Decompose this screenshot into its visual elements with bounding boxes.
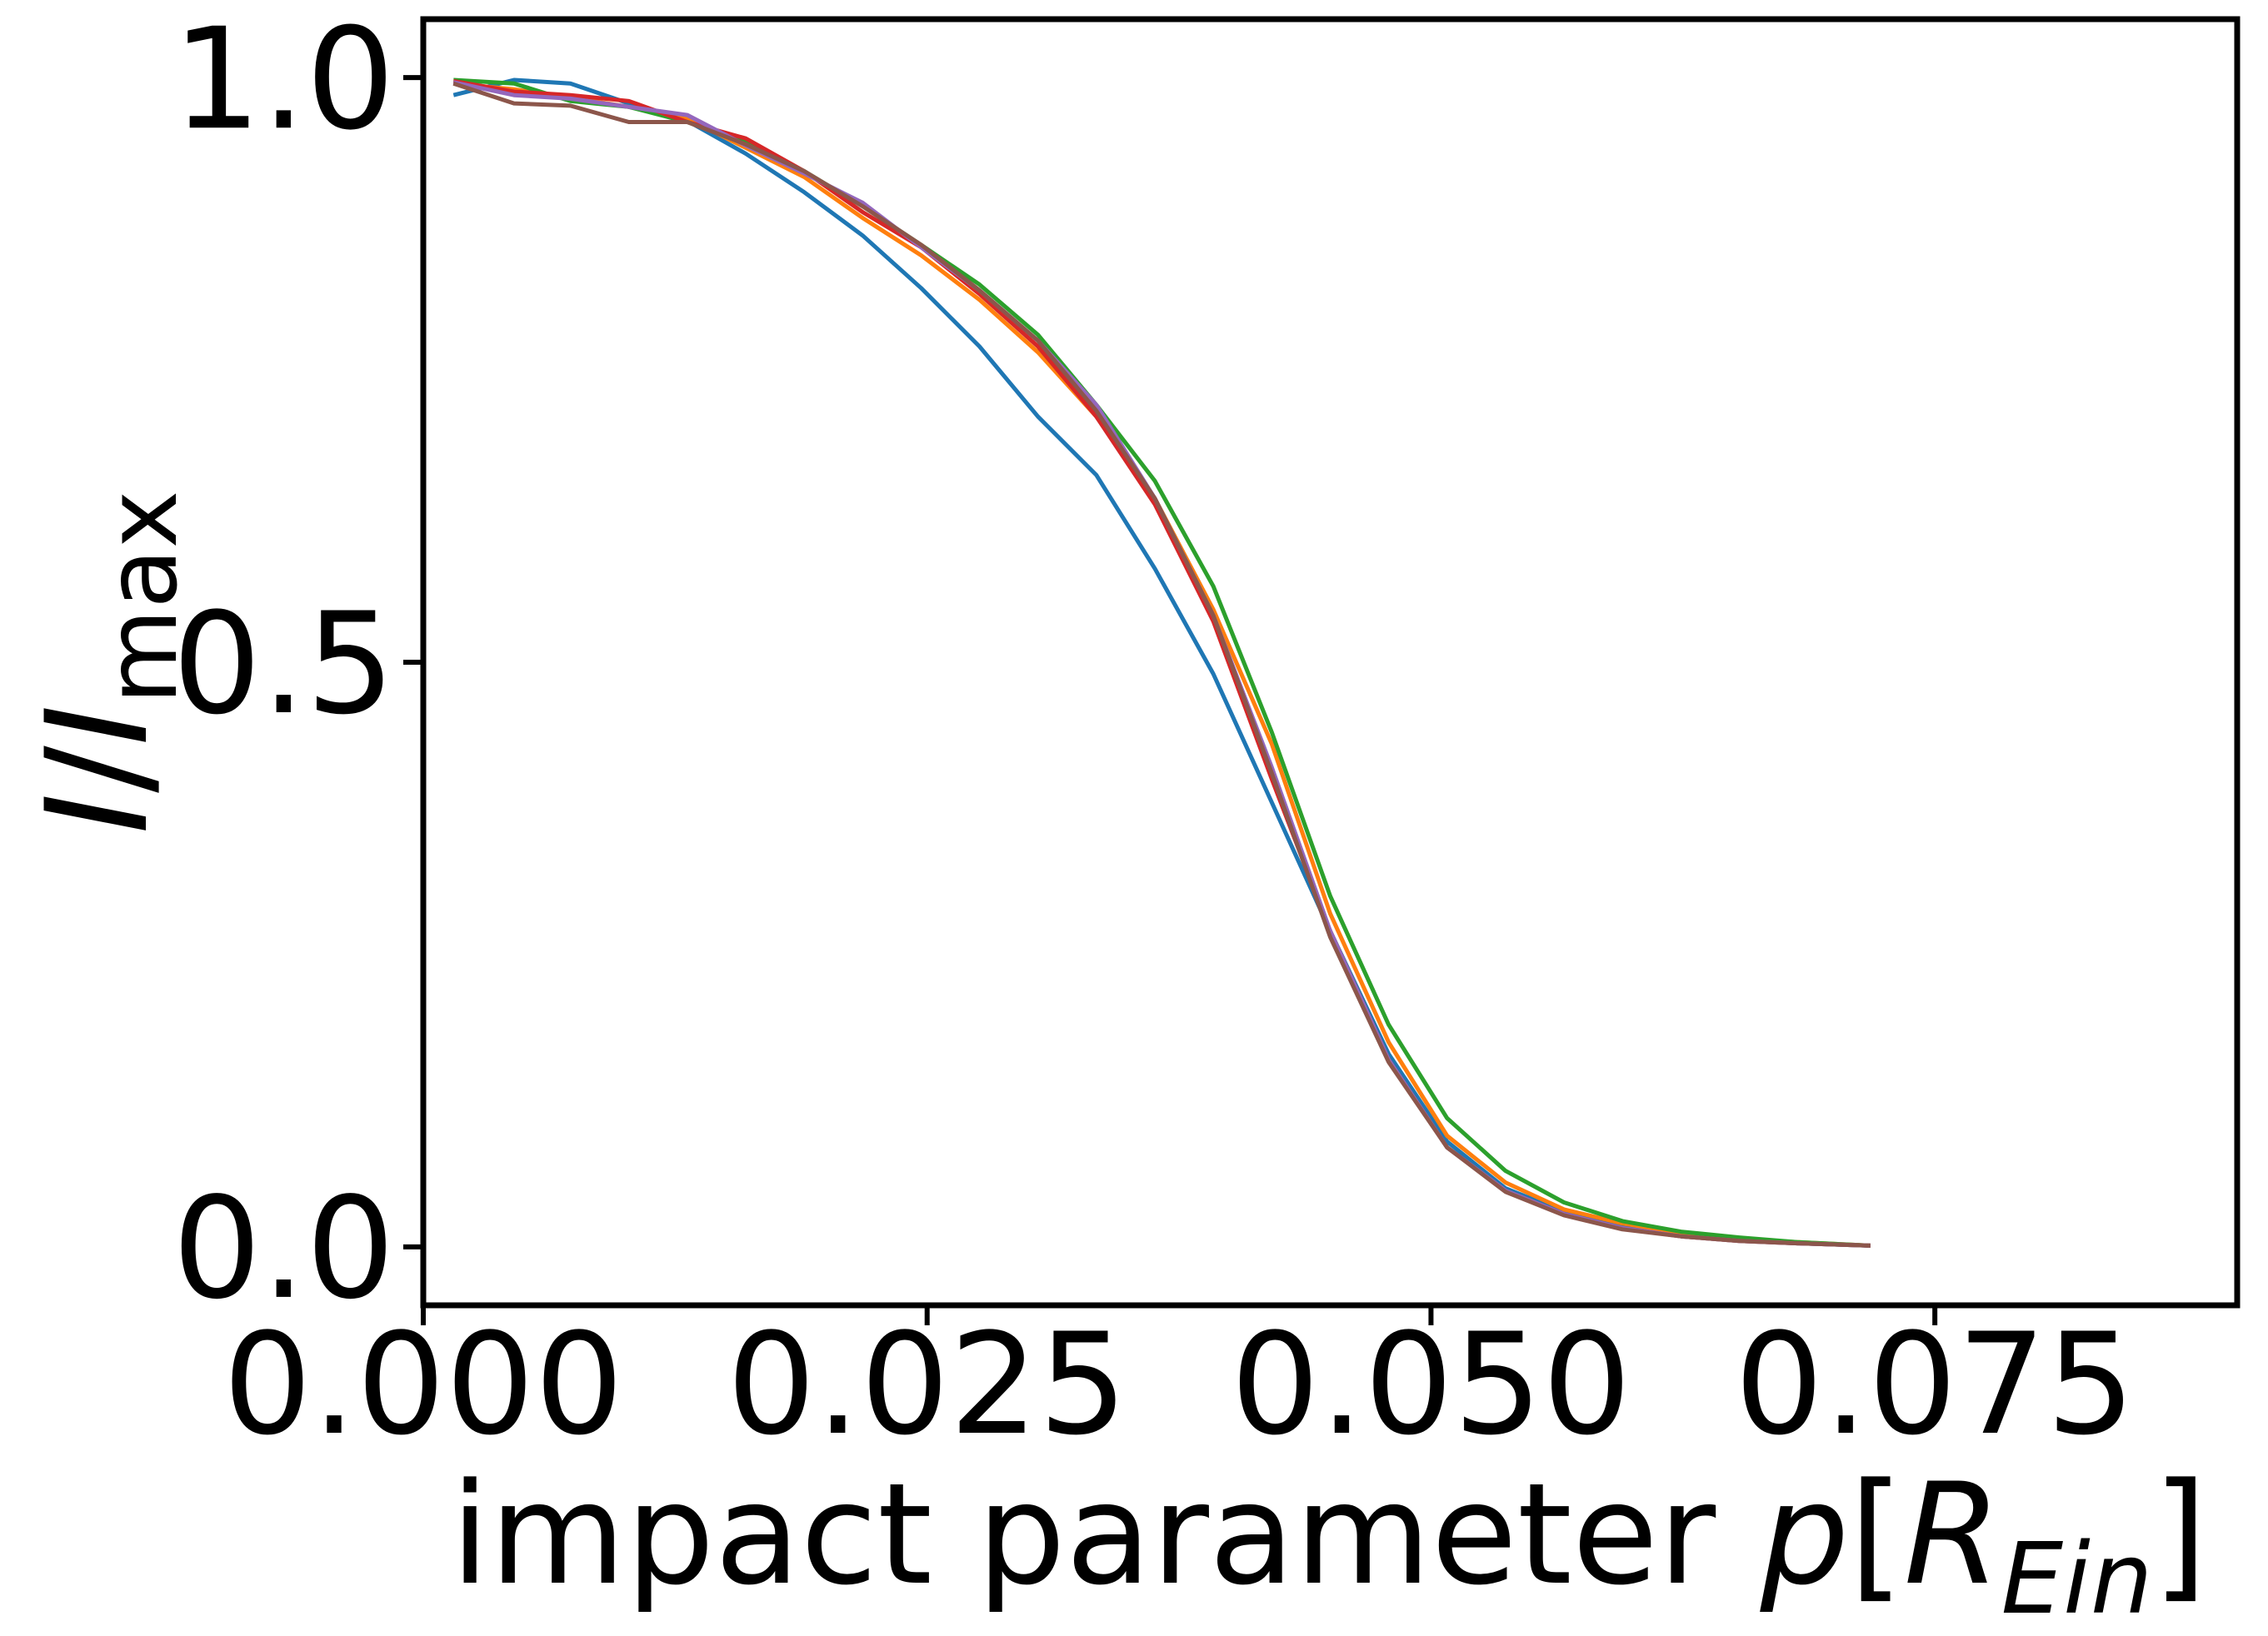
x-axis-label: impact parameter p[REin] — [451, 1453, 2208, 1636]
x-tick-label-1: 0.025 — [727, 1303, 1127, 1466]
x-axis-label-unit-subscript: Ein — [2001, 1521, 2153, 1636]
x-axis-label-unit: R — [1904, 1453, 2001, 1616]
x-axis-label-text: impact parameter — [451, 1453, 1761, 1616]
y-tick-label-0: 0.0 — [172, 1167, 395, 1330]
x-axis-label-symbol: p — [1760, 1453, 1850, 1616]
y-axis-label-symbol2: I — [16, 705, 179, 746]
y-tick-label-1: 0.5 — [172, 582, 395, 746]
plot-frame — [420, 16, 2241, 1309]
series-line-0 — [452, 77, 1871, 1248]
series-line-4 — [452, 80, 1871, 1248]
series-line-3 — [452, 78, 1871, 1248]
x-tick-label-3: 0.075 — [1735, 1303, 2136, 1466]
y-axis-label-subscript: max — [84, 491, 199, 705]
y-axis-label-slash: / — [16, 746, 179, 793]
x-tick-label-0: 0.000 — [223, 1303, 624, 1466]
y-axis-label-symbol: I — [16, 793, 179, 835]
series-line-1 — [453, 81, 1871, 1248]
x-axis-label-bracket-open: [ — [1849, 1453, 1904, 1616]
y-axis-label: I/Imax — [16, 491, 199, 835]
x-tick-label-2: 0.050 — [1231, 1303, 1631, 1466]
x-axis-label-bracket-close: ] — [2153, 1453, 2208, 1616]
y-tick-label-2: 1.0 — [172, 0, 395, 161]
series-line-5 — [452, 81, 1871, 1248]
ticks-layer: 0.000 0.025 0.050 0.075 0.0 0.5 1.0 — [172, 0, 2136, 1466]
series-line-2 — [453, 77, 1871, 1248]
series-layer — [452, 77, 1871, 1248]
